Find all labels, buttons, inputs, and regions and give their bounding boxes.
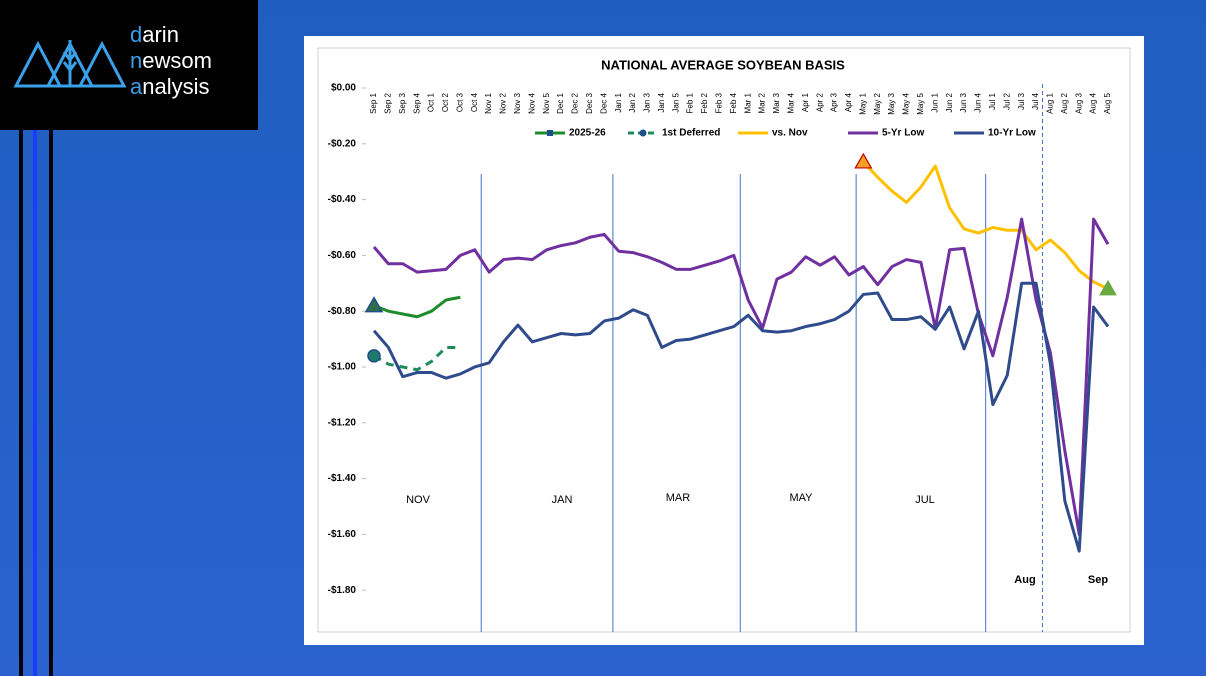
series-line: [373, 295, 461, 319]
x-tick-label: Jun 1: [930, 92, 939, 112]
x-tick-label: May 3: [887, 92, 896, 114]
x-tick-label: Apr 2: [815, 92, 824, 112]
x-tick-label: May 4: [902, 92, 911, 114]
y-tick-label: -$1.80: [328, 585, 357, 596]
x-tick-label: Jan 2: [628, 92, 637, 112]
decor-bar: [49, 130, 53, 676]
x-tick-label: Jul 2: [1002, 92, 1011, 109]
legend-label: 5-Yr Low: [882, 128, 924, 139]
x-tick-label: Mar 3: [772, 92, 781, 113]
x-tick-label: Nov 2: [499, 92, 508, 113]
x-tick-label: Aug 1: [1046, 92, 1055, 113]
x-tick-label: Mar 4: [786, 92, 795, 113]
x-tick-label: May 1: [858, 92, 867, 114]
series-line: [372, 281, 1110, 553]
x-tick-label: Nov 3: [513, 92, 522, 113]
y-tick-label: -$0.20: [328, 138, 357, 149]
legend-label: 10-Yr Low: [988, 128, 1036, 139]
x-tick-label: Jan 3: [643, 92, 652, 112]
x-tick-label: Sep 4: [412, 92, 421, 113]
x-tick-label: Apr 3: [830, 92, 839, 112]
x-tick-label: Dec 1: [556, 92, 565, 113]
x-tick-label: Dec 2: [571, 92, 580, 113]
x-tick-label: Aug 2: [1060, 92, 1069, 113]
legend-label: 2025-26: [569, 128, 606, 139]
point-marker: [364, 296, 384, 313]
chart-title: NATIONAL AVERAGE SOYBEAN BASIS: [601, 57, 845, 72]
x-tick-label: Oct 3: [455, 92, 464, 112]
month-label: MAR: [666, 492, 691, 504]
y-tick-label: -$0.80: [328, 306, 357, 317]
chart-panel: [304, 36, 1144, 645]
y-tick-label: -$0.60: [328, 250, 357, 261]
month-label: MAY: [789, 492, 813, 504]
x-tick-label: Oct 2: [441, 92, 450, 112]
x-tick-label: Jan 1: [614, 92, 623, 112]
series-line: [372, 217, 1110, 536]
x-tick-label: Sep 2: [384, 92, 393, 113]
decor-bar: [33, 130, 37, 676]
month-label: Sep: [1088, 574, 1108, 586]
x-tick-label: Nov 4: [527, 92, 536, 113]
legend-marker: [547, 130, 553, 136]
point-marker: [367, 349, 381, 363]
x-tick-label: Feb 1: [686, 92, 695, 113]
x-tick-label: Feb 3: [715, 92, 724, 113]
legend-label: vs. Nov: [772, 128, 808, 139]
point-marker: [1099, 279, 1117, 296]
x-tick-label: Aug 5: [1103, 92, 1112, 113]
plot-border: [317, 47, 1131, 633]
x-tick-label: Jul 1: [988, 92, 997, 109]
y-tick-label: -$1.60: [328, 529, 357, 540]
y-tick-label: -$1.00: [328, 362, 357, 373]
x-tick-label: Jul 3: [1017, 92, 1026, 109]
x-tick-label: Feb 4: [729, 92, 738, 113]
logo-word: darin: [130, 22, 179, 47]
logo-word: newsom: [130, 48, 212, 73]
decor-bar: [19, 130, 23, 676]
y-tick-label: -$1.20: [328, 417, 357, 428]
series-line: [373, 345, 461, 372]
x-tick-label: Jan 4: [657, 92, 666, 112]
y-tick-label: -$0.40: [328, 194, 357, 205]
month-label: Aug: [1014, 574, 1035, 586]
month-label: JAN: [552, 494, 573, 506]
month-label: NOV: [406, 494, 431, 506]
x-tick-label: Jun 3: [959, 92, 968, 112]
x-tick-label: Jun 4: [974, 92, 983, 112]
x-tick-label: Apr 4: [844, 92, 853, 112]
x-tick-label: May 2: [873, 92, 882, 114]
x-tick-label: Oct 1: [427, 92, 436, 112]
x-tick-label: Mar 2: [758, 92, 767, 113]
legend-label: 1st Deferred: [662, 128, 720, 139]
x-tick-label: Dec 3: [585, 92, 594, 113]
x-tick-label: Aug 3: [1074, 92, 1083, 113]
y-tick-label: $0.00: [331, 83, 356, 94]
logo-mark: [13, 40, 127, 88]
x-tick-label: Feb 2: [700, 92, 709, 113]
series-line: [862, 160, 1109, 291]
x-tick-label: Jan 5: [671, 92, 680, 112]
x-tick-label: Sep 3: [398, 92, 407, 113]
x-tick-label: Mar 1: [743, 92, 752, 113]
point-marker: [854, 152, 873, 169]
x-tick-label: Aug 4: [1089, 92, 1098, 113]
x-tick-label: Nov 1: [484, 92, 493, 113]
legend-marker: [639, 129, 647, 137]
logo-words: darin newsom analysis: [130, 22, 212, 100]
x-tick-label: Oct 4: [470, 92, 479, 112]
x-tick-label: Jul 4: [1031, 92, 1040, 109]
y-tick-label: -$1.40: [328, 473, 357, 484]
x-tick-label: Sep 1: [369, 92, 378, 113]
x-tick-label: Jun 2: [945, 92, 954, 112]
x-tick-label: Dec 4: [599, 92, 608, 113]
x-tick-label: Nov 5: [542, 92, 551, 113]
x-tick-label: Apr 1: [801, 92, 810, 112]
logo-word: analysis: [130, 74, 210, 99]
x-tick-label: May 5: [916, 92, 925, 114]
logo: darin newsom analysis: [0, 0, 258, 130]
month-label: JUL: [915, 494, 935, 506]
